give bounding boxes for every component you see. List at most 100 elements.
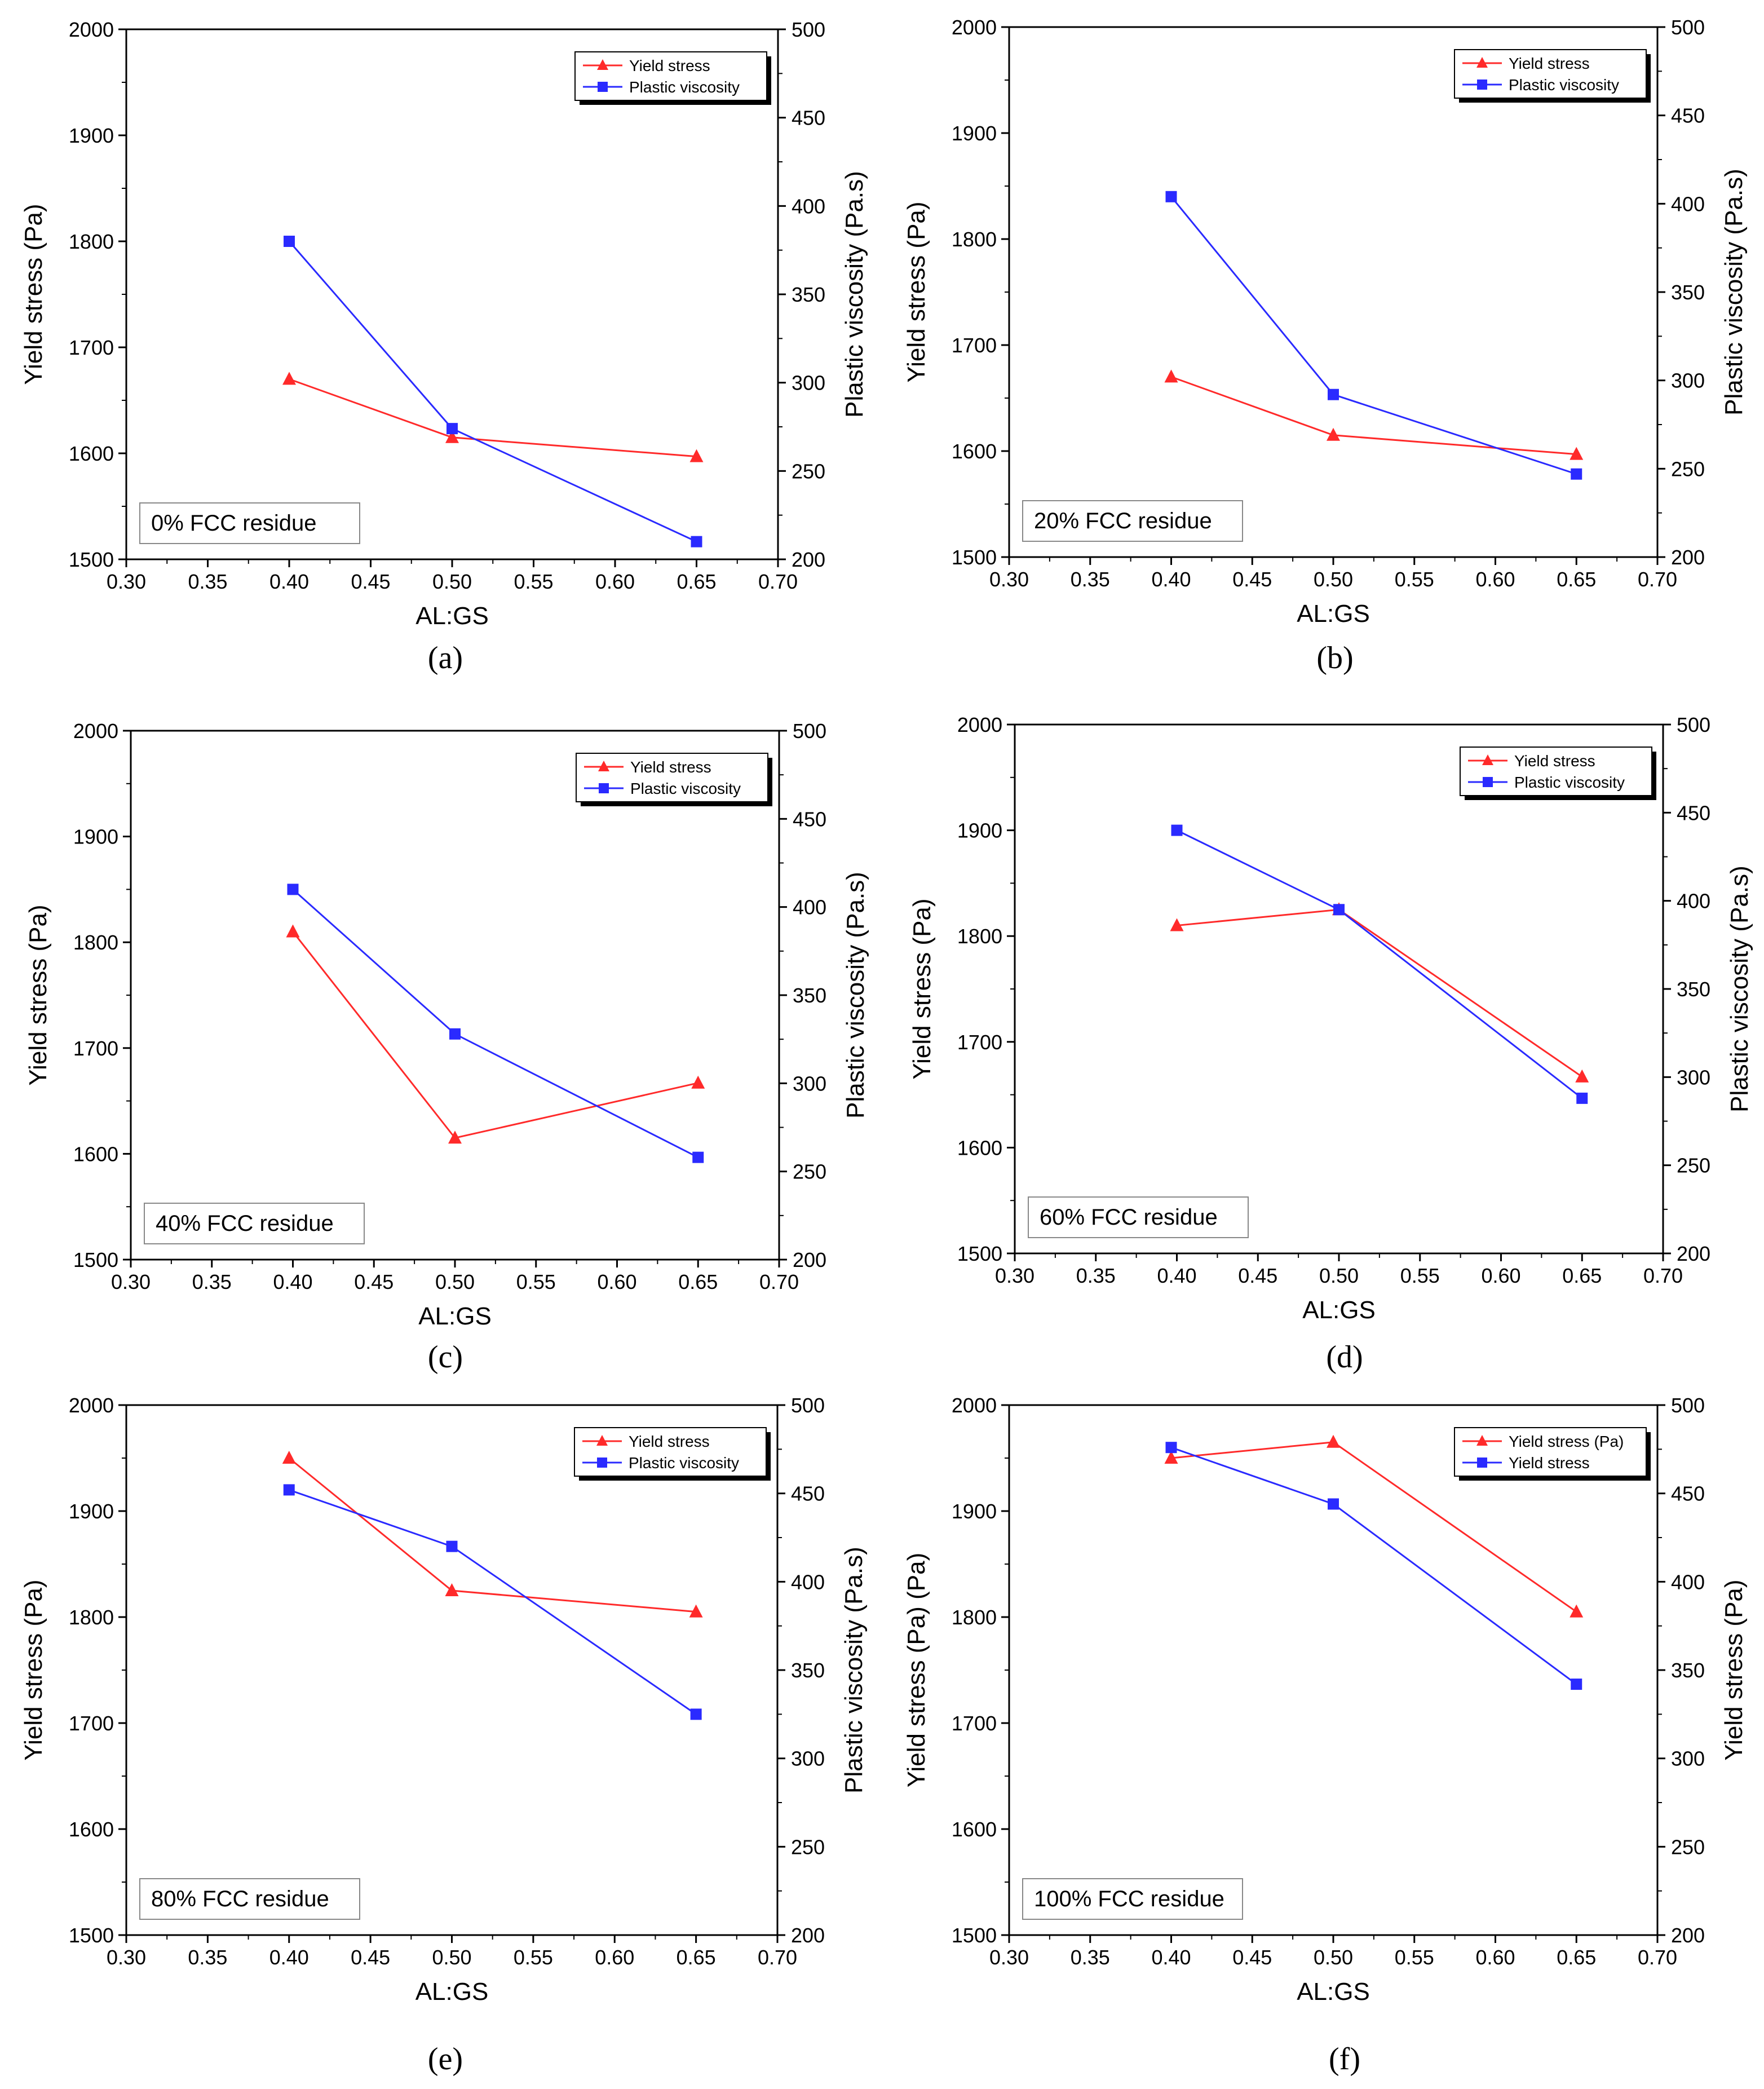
y2-tick-label: 400 [792, 195, 825, 218]
y2-tick-label: 450 [792, 107, 825, 130]
data-point-square [446, 423, 458, 435]
x-tick-label: 0.40 [1157, 1264, 1196, 1287]
data-point-square [1571, 468, 1582, 480]
legend-box [1460, 747, 1652, 796]
x-tick-label: 0.50 [432, 570, 472, 593]
y2-tick-label: 200 [793, 1248, 826, 1271]
data-point-triangle [445, 430, 459, 443]
data-point-square [287, 884, 299, 895]
series-line-yield [292, 931, 698, 1139]
y-tick-label: 1500 [69, 548, 114, 571]
data-point-triangle [689, 449, 704, 462]
y2-axis-label: Plastic viscosity (Pa.s) [1726, 865, 1753, 1112]
panel-label-box [139, 502, 360, 544]
legend-marker-square [1483, 777, 1493, 787]
y2-tick-label: 250 [1677, 1154, 1710, 1177]
legend-marker-square [597, 1458, 607, 1468]
y-tick-label: 1900 [952, 1500, 997, 1523]
legend-marker-triangle [598, 761, 609, 771]
y2-tick-label: 450 [793, 807, 826, 831]
y-tick-label: 1600 [952, 1818, 997, 1841]
data-point-triangle [448, 1130, 462, 1144]
y2-tick-label: 400 [793, 896, 826, 919]
y-tick-label: 1600 [957, 1136, 1002, 1159]
y-tick-label: 1800 [73, 931, 118, 954]
data-point-triangle [1570, 447, 1584, 460]
y2-tick-label: 200 [1671, 546, 1705, 569]
y2-tick-label: 250 [793, 1160, 826, 1183]
data-point-triangle [1164, 369, 1178, 383]
y2-tick-label: 300 [793, 1072, 826, 1095]
x-tick-label: 0.45 [1232, 1946, 1272, 1969]
x-tick-label: 0.55 [1395, 568, 1434, 591]
panel-label-box [1022, 500, 1243, 542]
x-axis-label: AL:GS [1297, 1978, 1370, 2006]
y-axis-label: Yield stress (Pa) (Pa) [903, 1553, 930, 1787]
chart-panel-f: 0.30 0.35 0.40 0.45 0.50 0.55 0.60 0.65 0.70 1500… [903, 1394, 1748, 2077]
data-point-square [1571, 1679, 1582, 1690]
legend-box [1454, 49, 1647, 99]
x-tick-label: 0.65 [677, 570, 716, 593]
panel-label: 80% FCC residue [151, 1887, 329, 1911]
x-tick-label: 0.40 [269, 570, 309, 593]
panel-label: 20% FCC residue [1034, 509, 1212, 533]
x-tick-label: 0.60 [595, 570, 635, 593]
panel-caption: (a) [428, 641, 463, 675]
legend-label: Plastic viscosity [629, 1454, 739, 1472]
x-tick-label: 0.50 [435, 1270, 475, 1293]
legend-label: Yield stress [629, 57, 710, 74]
x-tick-label: 0.30 [107, 1946, 146, 1969]
y2-tick-label: 300 [1671, 1747, 1705, 1770]
y-tick-label: 1900 [69, 1500, 114, 1523]
y-tick-label: 1500 [952, 546, 997, 569]
data-point-square [449, 1028, 461, 1040]
chart-panel-b: 0.30 0.35 0.40 0.45 0.50 0.55 0.60 0.65 0.70 1500… [903, 16, 1748, 675]
data-point-square [1165, 191, 1177, 202]
y2-tick-label: 200 [792, 548, 825, 571]
x-tick-label: 0.50 [432, 1946, 471, 1969]
y2-axis-label: Plastic viscosity (Pa.s) [842, 872, 869, 1119]
data-point-square [692, 1151, 704, 1163]
data-point-square [691, 536, 702, 547]
y2-tick-label: 500 [792, 18, 825, 41]
y2-tick-label: 400 [1677, 890, 1710, 913]
series-line-yield [288, 1457, 696, 1613]
y2-axis-label: Yield stress (Pa) [1720, 1579, 1748, 1760]
x-tick-label: 0.60 [595, 1946, 634, 1969]
y2-tick-label: 450 [791, 1482, 825, 1505]
y-tick-label: 1500 [957, 1242, 1002, 1265]
y2-tick-label: 300 [1671, 369, 1705, 392]
legend-label: Yield stress (Pa) [1509, 1433, 1624, 1450]
y-tick-label: 1700 [952, 334, 997, 357]
series-line-yield [289, 378, 697, 458]
legend-marker-triangle [1476, 57, 1488, 68]
y2-axis-label: Plastic viscosity (Pa.s) [1720, 169, 1748, 416]
x-tick-label: 0.70 [759, 1270, 799, 1293]
panel-label-box [1022, 1878, 1243, 1920]
x-tick-label: 0.60 [1481, 1264, 1520, 1287]
legend-label: Plastic viscosity [1509, 76, 1619, 94]
plot-frame [1008, 1404, 1659, 1936]
x-tick-label: 0.50 [1314, 568, 1353, 591]
data-point-square [690, 1708, 702, 1720]
data-point-square [1328, 1498, 1339, 1510]
legend-marker-triangle [596, 1435, 608, 1446]
y-tick-label: 2000 [957, 713, 1002, 736]
x-tick-label: 0.35 [192, 1270, 232, 1293]
y-tick-label: 1500 [73, 1248, 118, 1271]
x-tick-label: 0.30 [111, 1270, 151, 1293]
y-tick-label: 1600 [952, 440, 997, 463]
legend-label: Yield stress [629, 1433, 710, 1450]
legend-box [574, 51, 767, 101]
x-tick-label: 0.70 [758, 570, 798, 593]
y2-tick-label: 300 [792, 372, 825, 395]
y2-tick-label: 350 [1671, 281, 1705, 304]
x-axis-label: AL:GS [418, 1302, 492, 1330]
series-line-plastic [288, 241, 697, 543]
data-point-triangle [691, 1075, 705, 1089]
y2-tick-label: 450 [1677, 801, 1710, 824]
panel-label: 0% FCC residue [151, 511, 316, 536]
y2-tick-label: 250 [792, 460, 825, 483]
x-tick-label: 0.70 [758, 1946, 797, 1969]
x-tick-label: 0.45 [351, 570, 390, 593]
